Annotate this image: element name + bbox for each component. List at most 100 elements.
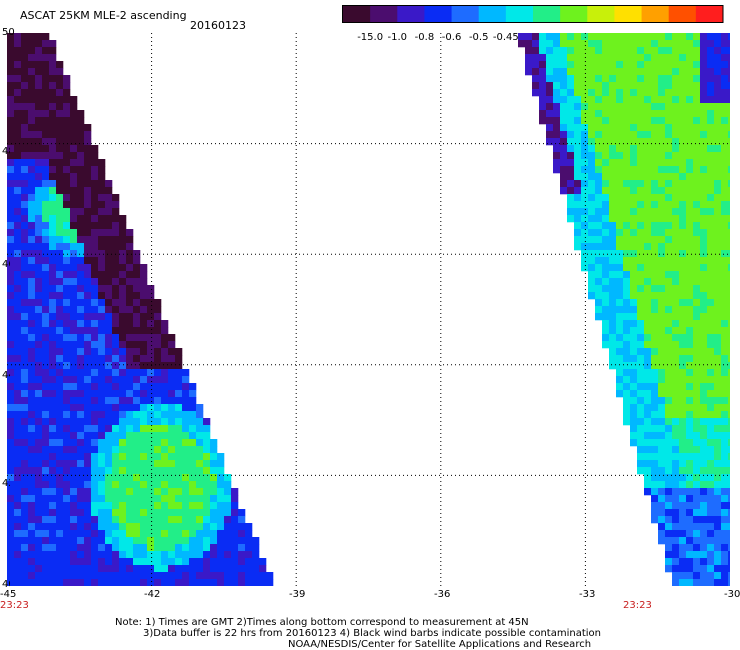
swath-cell — [644, 138, 652, 146]
swath-cell — [679, 397, 687, 405]
swath-cell — [672, 460, 680, 468]
swath-cell — [7, 145, 15, 153]
swath-cell — [574, 124, 582, 132]
swath-cell — [98, 390, 106, 398]
swath-cell — [112, 383, 120, 391]
swath-cell — [49, 383, 57, 391]
swath-cell — [175, 348, 183, 356]
swath-cell — [56, 215, 64, 223]
swath-cell — [567, 89, 575, 97]
swath-cell — [35, 509, 43, 517]
swath-cell — [658, 117, 666, 125]
swath-cell — [595, 229, 603, 237]
swath-cell — [665, 376, 673, 384]
swath-cell — [182, 488, 190, 496]
swath-cell — [49, 565, 57, 573]
swath-cell — [630, 432, 638, 440]
swath-cell — [84, 194, 92, 202]
swath-cell — [714, 523, 722, 531]
swath-cell — [700, 551, 708, 559]
swath-cell — [91, 411, 99, 419]
swath-cell — [532, 54, 540, 62]
swath-cell — [693, 264, 701, 272]
swath-cell — [77, 474, 85, 482]
swath-cell — [539, 40, 547, 48]
swath-cell — [105, 579, 113, 586]
swath-cell — [686, 327, 694, 335]
swath-cell — [595, 313, 603, 321]
swath-cell — [42, 334, 50, 342]
swath-cell — [77, 362, 85, 370]
swath-cell — [714, 271, 722, 279]
swath-cell — [147, 523, 155, 531]
swath-cell — [616, 362, 624, 370]
swath-cell — [595, 187, 603, 195]
swath-cell — [644, 264, 652, 272]
swath-cell — [616, 131, 624, 139]
swath-cell — [14, 390, 22, 398]
swath-cell — [651, 432, 659, 440]
swath-cell — [140, 530, 148, 538]
swath-cell — [581, 250, 589, 258]
swath-cell — [714, 411, 722, 419]
swath-cell — [49, 243, 57, 251]
swath-cell — [637, 54, 645, 62]
swath-cell — [623, 208, 631, 216]
swath-cell — [728, 495, 730, 503]
swath-cell — [644, 82, 652, 90]
swath-cell — [63, 201, 71, 209]
swath-cell — [714, 551, 722, 559]
swath-cell — [77, 495, 85, 503]
y-tick-42: 42 — [2, 478, 10, 489]
swath-cell — [63, 145, 71, 153]
swath-cell — [42, 47, 50, 55]
swath-cell — [651, 131, 659, 139]
swath-cell — [98, 222, 106, 230]
swath-cell — [609, 278, 617, 286]
swath-cell — [175, 376, 183, 384]
swath-cell — [672, 383, 680, 391]
swath-cell — [728, 173, 730, 181]
swath-cell — [623, 152, 631, 160]
swath-cell — [168, 537, 176, 545]
swath-cell — [77, 565, 85, 573]
swath-cell — [658, 425, 666, 433]
swath-cell — [672, 89, 680, 97]
swath-cell — [168, 474, 176, 482]
swath-cell — [70, 362, 78, 370]
swath-cell — [665, 369, 673, 377]
swath-cell — [84, 481, 92, 489]
swath-cell — [63, 334, 71, 342]
swath-cell — [210, 502, 218, 510]
color-scale-swatch — [397, 6, 425, 22]
swath-cell — [112, 411, 120, 419]
swath-cell — [63, 572, 71, 580]
swath-cell — [728, 96, 730, 104]
swath-cell — [686, 530, 694, 538]
swath-cell — [623, 222, 631, 230]
swath-cell — [140, 369, 148, 377]
swath-cell — [672, 572, 680, 580]
swath-cell — [133, 495, 141, 503]
swath-cell — [679, 124, 687, 132]
swath-cell — [588, 54, 596, 62]
swath-cell — [133, 271, 141, 279]
swath-cell — [658, 33, 666, 41]
swath-cell — [21, 460, 29, 468]
swath-cell — [728, 446, 730, 454]
swath-cell — [133, 327, 141, 335]
swath-cell — [707, 579, 715, 586]
swath-cell — [49, 68, 57, 76]
swath-cell — [588, 124, 596, 132]
swath-cell — [560, 180, 568, 188]
swath-cell — [77, 390, 85, 398]
swath-cell — [112, 551, 120, 559]
color-scale-label: -15.0 — [357, 32, 384, 43]
swath-cell — [161, 481, 169, 489]
swath-cell — [658, 348, 666, 356]
swath-cell — [546, 103, 554, 111]
swath-cell — [77, 201, 85, 209]
swath-cell — [119, 432, 127, 440]
swath-cell — [602, 40, 610, 48]
swath-cell — [693, 222, 701, 230]
